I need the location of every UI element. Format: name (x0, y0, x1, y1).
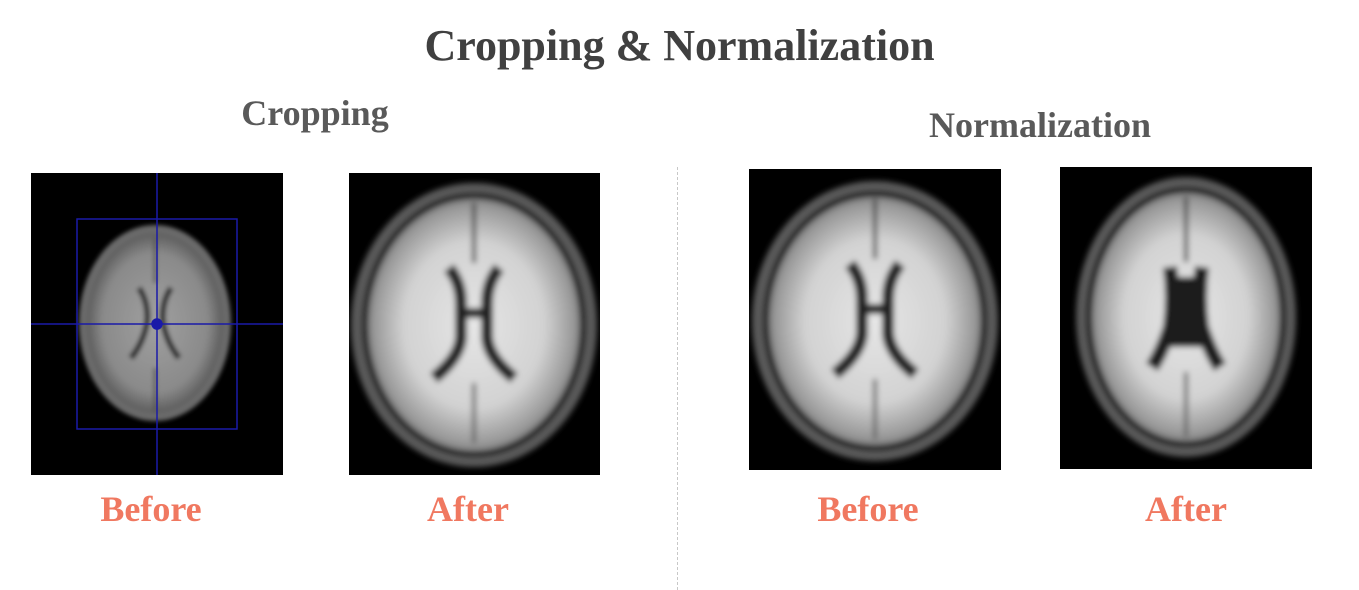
section-divider (677, 167, 678, 590)
normalization-after-image (1060, 167, 1312, 469)
normalization-before-label: Before (817, 489, 919, 529)
normalization-heading: Normalization (929, 105, 1151, 145)
normalization-before-image (749, 169, 1001, 470)
page-title: Cropping & Normalization (424, 21, 935, 70)
cropping-after-image (349, 173, 600, 475)
crosshair-center (151, 318, 163, 330)
cropping-heading: Cropping (241, 93, 389, 133)
cropping-after-label: After (427, 489, 509, 529)
cropping-before-label: Before (100, 489, 202, 529)
cropping-before-image (31, 173, 283, 475)
normalization-after-label: After (1145, 489, 1227, 529)
